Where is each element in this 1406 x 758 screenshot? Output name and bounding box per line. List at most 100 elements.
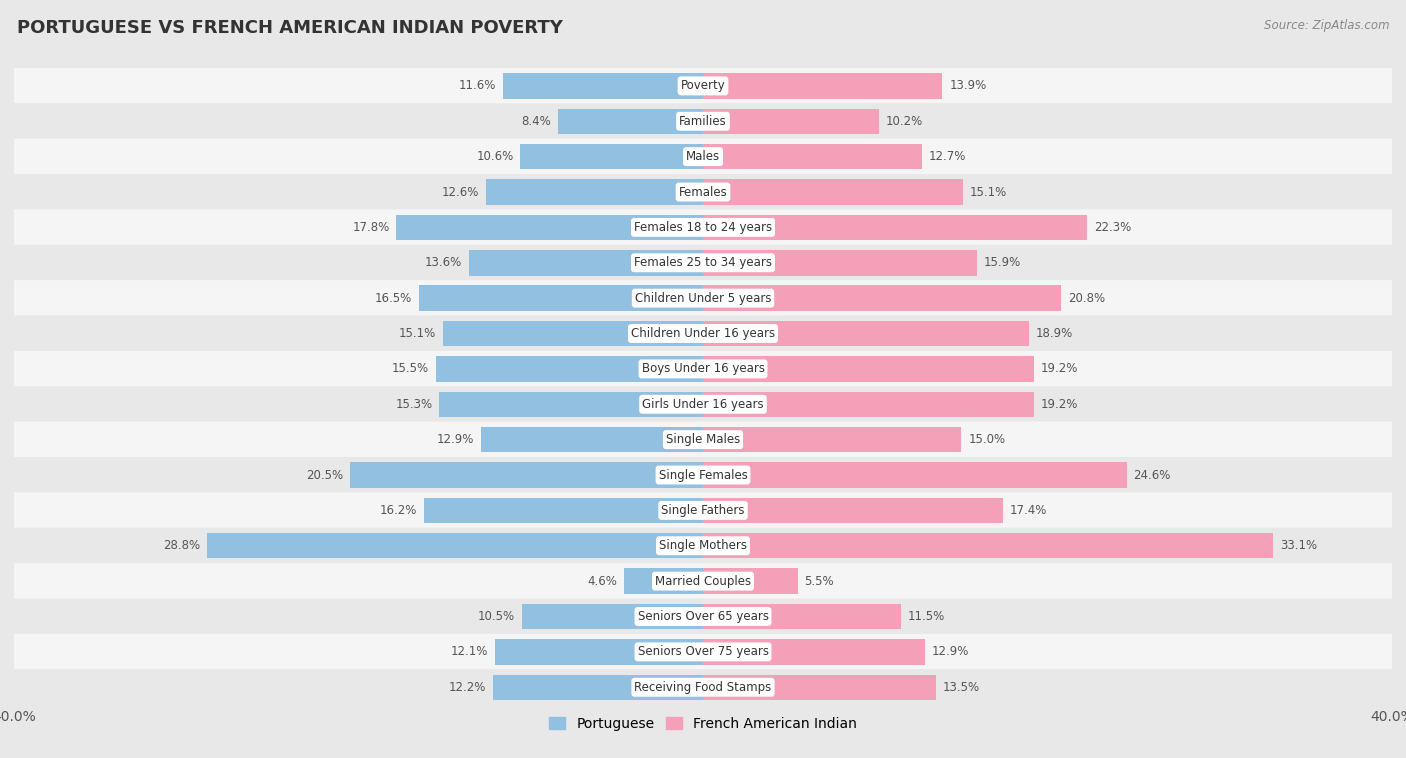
Bar [425, 498, 703, 523]
Bar [624, 568, 703, 594]
Text: 10.5%: 10.5% [478, 610, 515, 623]
Text: 12.1%: 12.1% [450, 645, 488, 659]
Bar [703, 144, 922, 169]
Text: 15.5%: 15.5% [392, 362, 429, 375]
Text: Single Males: Single Males [666, 433, 740, 446]
Text: 12.6%: 12.6% [441, 186, 479, 199]
Bar [207, 533, 703, 559]
Text: 12.7%: 12.7% [928, 150, 966, 163]
FancyBboxPatch shape [14, 599, 1392, 634]
FancyBboxPatch shape [14, 563, 1392, 599]
FancyBboxPatch shape [14, 280, 1392, 316]
Text: 33.1%: 33.1% [1279, 539, 1317, 553]
Text: 12.9%: 12.9% [436, 433, 474, 446]
Text: Seniors Over 75 years: Seniors Over 75 years [637, 645, 769, 659]
FancyBboxPatch shape [14, 421, 1392, 458]
Bar [443, 321, 703, 346]
Bar [440, 392, 703, 417]
Text: 19.2%: 19.2% [1040, 362, 1078, 375]
Text: 10.2%: 10.2% [886, 114, 922, 128]
Text: 12.2%: 12.2% [449, 681, 486, 694]
Bar [703, 180, 963, 205]
Text: Single Fathers: Single Fathers [661, 504, 745, 517]
FancyBboxPatch shape [14, 103, 1392, 139]
Text: 20.5%: 20.5% [307, 468, 343, 481]
Bar [522, 604, 703, 629]
Bar [703, 74, 942, 99]
Bar [703, 108, 879, 134]
Bar [703, 568, 797, 594]
Bar [503, 74, 703, 99]
Text: 15.0%: 15.0% [969, 433, 1005, 446]
Bar [703, 321, 1029, 346]
Bar [350, 462, 703, 487]
Text: Married Couples: Married Couples [655, 575, 751, 587]
Text: 11.5%: 11.5% [908, 610, 945, 623]
Text: 20.8%: 20.8% [1069, 292, 1105, 305]
Bar [703, 427, 962, 453]
Text: Source: ZipAtlas.com: Source: ZipAtlas.com [1264, 19, 1389, 32]
Bar [494, 675, 703, 700]
Bar [703, 392, 1033, 417]
FancyBboxPatch shape [14, 634, 1392, 670]
FancyBboxPatch shape [14, 387, 1392, 422]
Text: 11.6%: 11.6% [458, 80, 496, 92]
Text: 16.2%: 16.2% [380, 504, 418, 517]
FancyBboxPatch shape [14, 493, 1392, 528]
Bar [703, 675, 935, 700]
Text: 13.9%: 13.9% [949, 80, 987, 92]
Text: 17.4%: 17.4% [1010, 504, 1047, 517]
Legend: Portuguese, French American Indian: Portuguese, French American Indian [543, 711, 863, 736]
Bar [481, 427, 703, 453]
Text: 15.1%: 15.1% [970, 186, 1007, 199]
Text: 15.3%: 15.3% [395, 398, 433, 411]
Text: Children Under 5 years: Children Under 5 years [634, 292, 772, 305]
Text: 15.1%: 15.1% [399, 327, 436, 340]
FancyBboxPatch shape [14, 669, 1392, 705]
Bar [495, 639, 703, 665]
Text: 13.6%: 13.6% [425, 256, 461, 269]
Text: 18.9%: 18.9% [1035, 327, 1073, 340]
Text: 8.4%: 8.4% [522, 114, 551, 128]
FancyBboxPatch shape [14, 528, 1392, 564]
Text: Single Females: Single Females [658, 468, 748, 481]
Text: Females 25 to 34 years: Females 25 to 34 years [634, 256, 772, 269]
Text: Girls Under 16 years: Girls Under 16 years [643, 398, 763, 411]
Text: 5.5%: 5.5% [804, 575, 834, 587]
FancyBboxPatch shape [14, 457, 1392, 493]
Text: Females 18 to 24 years: Females 18 to 24 years [634, 221, 772, 234]
Text: 28.8%: 28.8% [163, 539, 200, 553]
Text: 19.2%: 19.2% [1040, 398, 1078, 411]
Text: Males: Males [686, 150, 720, 163]
Text: 15.9%: 15.9% [984, 256, 1021, 269]
Text: 16.5%: 16.5% [374, 292, 412, 305]
Bar [520, 144, 703, 169]
Text: Children Under 16 years: Children Under 16 years [631, 327, 775, 340]
Bar [419, 286, 703, 311]
Text: 24.6%: 24.6% [1133, 468, 1171, 481]
Text: PORTUGUESE VS FRENCH AMERICAN INDIAN POVERTY: PORTUGUESE VS FRENCH AMERICAN INDIAN POV… [17, 19, 562, 37]
Text: 17.8%: 17.8% [353, 221, 389, 234]
FancyBboxPatch shape [14, 351, 1392, 387]
Text: 4.6%: 4.6% [588, 575, 617, 587]
Text: 22.3%: 22.3% [1094, 221, 1132, 234]
Bar [703, 250, 977, 275]
FancyBboxPatch shape [14, 245, 1392, 280]
Bar [703, 462, 1126, 487]
Text: Boys Under 16 years: Boys Under 16 years [641, 362, 765, 375]
Bar [436, 356, 703, 381]
Bar [703, 533, 1272, 559]
Text: Receiving Food Stamps: Receiving Food Stamps [634, 681, 772, 694]
Bar [558, 108, 703, 134]
Bar [703, 286, 1062, 311]
Bar [703, 639, 925, 665]
FancyBboxPatch shape [14, 209, 1392, 246]
Bar [703, 215, 1087, 240]
Bar [703, 604, 901, 629]
Text: 13.5%: 13.5% [942, 681, 980, 694]
Text: Single Mothers: Single Mothers [659, 539, 747, 553]
Bar [703, 498, 1002, 523]
Bar [396, 215, 703, 240]
FancyBboxPatch shape [14, 68, 1392, 104]
Text: Females: Females [679, 186, 727, 199]
